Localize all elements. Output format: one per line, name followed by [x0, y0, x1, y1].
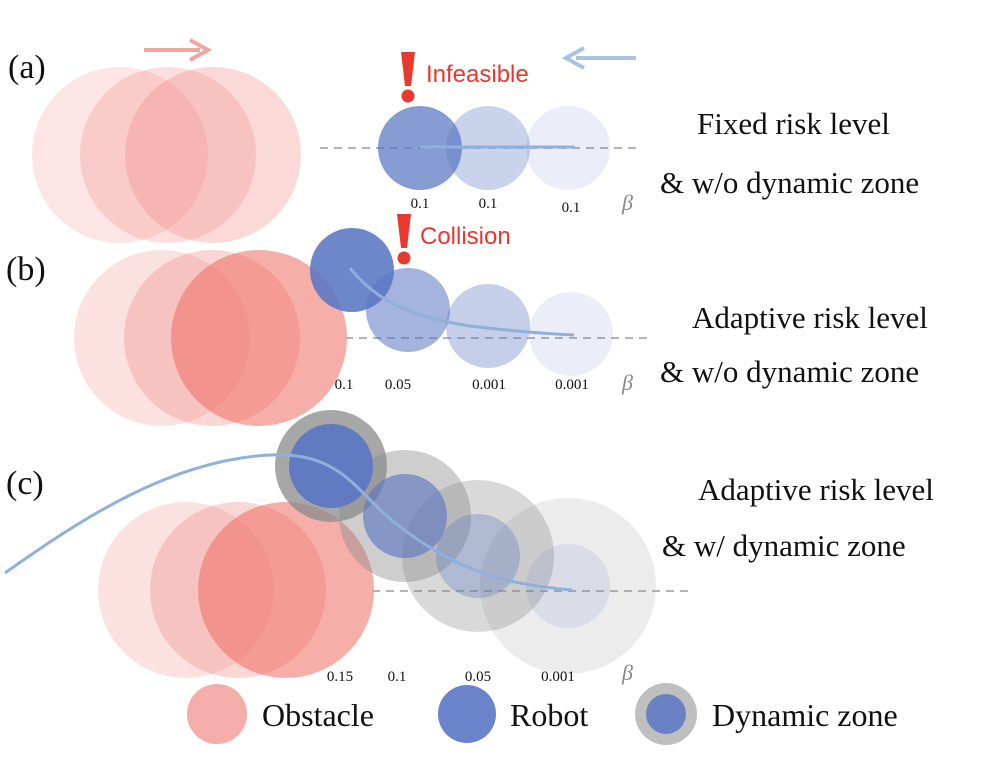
panel-b-label: (b): [6, 251, 46, 288]
warning-icon: [397, 214, 411, 265]
panel-c-title-line1: Adaptive risk level: [698, 472, 934, 507]
panel-c-title-line2: & w/ dynamic zone: [662, 528, 906, 563]
warning-icon: [401, 52, 415, 103]
beta-value: 0.1: [335, 377, 354, 393]
obstacle-circle: [171, 250, 347, 426]
legend-item-obstacle: Obstacle: [187, 684, 374, 744]
beta-value: 0.05: [465, 669, 491, 685]
panel-b: (b) Collision 0.1 0.05 0.001 0.001 β Ada…: [6, 214, 928, 426]
beta-value: 0.1: [388, 669, 407, 685]
beta-value: 0.1: [411, 196, 430, 212]
robot-circle: [436, 514, 520, 598]
dynamic-zone-circle: [480, 498, 656, 674]
panel-a-title-line1: Fixed risk level: [697, 106, 890, 141]
legend-item-robot: Robot: [438, 685, 588, 743]
beta-value: 0.05: [385, 377, 411, 393]
robot-circle: [526, 544, 610, 628]
legend-robot-label: Robot: [510, 697, 588, 733]
panel-b-title-line2: & w/o dynamic zone: [660, 354, 919, 389]
obstacle-circle: [125, 67, 301, 243]
beta-symbol: β: [621, 660, 633, 685]
beta-value: 0.1: [479, 196, 498, 212]
beta-value: 0.001: [555, 377, 589, 393]
beta-value: 0.1: [562, 200, 581, 216]
robot-circle: [446, 284, 530, 368]
legend: Obstacle Robot Dynamic zone: [187, 683, 898, 745]
robot-swatch: [438, 685, 496, 743]
collision-label: Collision: [420, 223, 511, 250]
beta-value: 0.001: [472, 377, 506, 393]
obstacle-swatch: [187, 684, 247, 744]
trajectory: [348, 267, 575, 337]
panel-a: (a) Infeasible 0.1 0: [8, 38, 919, 243]
obstacle-circle: [80, 67, 256, 243]
beta-symbol: β: [621, 370, 633, 395]
obstacle-direction-arrow: [144, 38, 213, 62]
legend-item-dynamic-zone: Dynamic zone: [635, 683, 898, 745]
trajectory: [4, 453, 573, 592]
infeasible-label: Infeasible: [426, 61, 529, 88]
panel-b-title-line1: Adaptive risk level: [692, 300, 928, 335]
beta-value: 0.15: [327, 669, 353, 685]
beta-symbol: β: [621, 190, 633, 215]
robot-swatch: [646, 694, 686, 734]
legend-obstacle-label: Obstacle: [262, 697, 374, 733]
robot-direction-arrow: [561, 46, 636, 70]
obstacle-circle: [198, 502, 374, 678]
beta-value: 0.001: [541, 669, 575, 685]
panel-c: (c) 0.15 0.1 0.05 0.001 β Adaptive risk …: [4, 410, 934, 685]
legend-dynamic-zone-label: Dynamic zone: [712, 697, 898, 733]
panel-c-label: (c): [6, 465, 44, 502]
panel-a-label: (a): [8, 49, 46, 86]
obstacle-circle: [32, 67, 208, 243]
panel-a-title-line2: & w/o dynamic zone: [660, 165, 919, 200]
robot-circle: [363, 474, 447, 558]
